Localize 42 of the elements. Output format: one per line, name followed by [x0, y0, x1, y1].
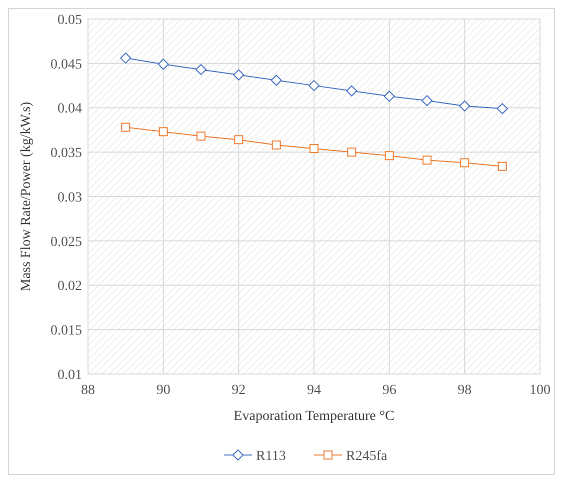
y-tick-label: 0.05	[58, 12, 82, 28]
point	[158, 127, 168, 136]
y-tick-label: 0.04	[58, 102, 82, 117]
y-tick-label: 0.015	[50, 324, 82, 339]
point	[158, 58, 169, 70]
x-tick-label: 100	[530, 383, 550, 398]
x-tick-label: 94	[307, 383, 321, 398]
point	[272, 140, 281, 150]
x-tick-label: 96	[382, 383, 396, 398]
point	[121, 122, 130, 132]
x-tick-label: 90	[156, 383, 170, 398]
x-tick-label: 92	[232, 383, 246, 398]
point	[422, 156, 432, 165]
point	[196, 132, 206, 141]
x-tick-label: 88	[81, 383, 95, 398]
y-tick-label: 0.03	[58, 190, 82, 206]
legend-label: R245fa	[346, 448, 388, 464]
y-tick-label: 0.045	[50, 57, 82, 72]
y-tick-label: 0.035	[50, 146, 82, 162]
y-tick-label: 0.01	[58, 368, 82, 383]
point	[120, 52, 132, 64]
point	[234, 135, 244, 144]
point	[496, 103, 508, 114]
y-tick-label: 0.025	[50, 234, 82, 250]
point	[384, 151, 394, 160]
point	[196, 64, 206, 76]
x-axis-title: Evaporation Temperature °C	[234, 409, 394, 424]
point	[270, 74, 282, 86]
y-axis-title: Mass Flow Rate/Power (kg/kW.s)	[19, 102, 34, 292]
point	[346, 85, 358, 96]
y-tick-label: 0.02	[58, 279, 82, 294]
point	[459, 100, 470, 112]
point	[422, 95, 432, 106]
x-tick-label: 98	[458, 383, 472, 398]
point	[460, 158, 470, 168]
point	[310, 144, 318, 154]
legend-label: R113	[256, 448, 286, 464]
point	[233, 69, 244, 80]
point	[347, 148, 356, 157]
point	[498, 162, 507, 171]
point	[308, 80, 320, 92]
point	[384, 90, 395, 102]
